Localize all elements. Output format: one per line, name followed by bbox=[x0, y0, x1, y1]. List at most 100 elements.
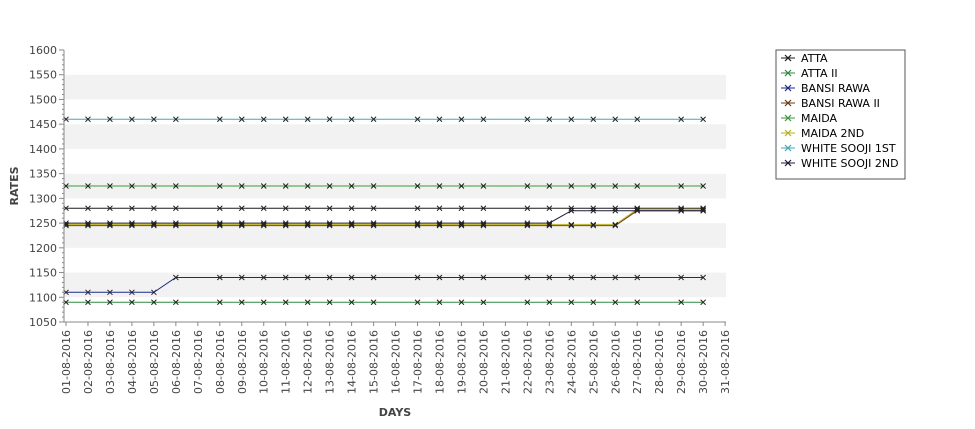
legend-item: MAIDA 2ND bbox=[781, 127, 864, 140]
x-tick-label: 01-08-2016 bbox=[60, 330, 73, 394]
data-point bbox=[678, 205, 685, 212]
data-point bbox=[678, 183, 685, 189]
data-point bbox=[282, 274, 289, 281]
data-point bbox=[414, 116, 421, 123]
data-point bbox=[700, 205, 706, 212]
data-point bbox=[151, 116, 157, 123]
data-point bbox=[612, 221, 619, 228]
x-tick-label: 19-08-2016 bbox=[455, 330, 468, 394]
data-point bbox=[458, 299, 465, 306]
data-point bbox=[678, 206, 685, 213]
data-point bbox=[129, 205, 135, 212]
y-tick-label: 1350 bbox=[29, 168, 57, 181]
data-point bbox=[151, 299, 157, 306]
legend-box bbox=[775, 49, 906, 180]
data-point bbox=[480, 205, 487, 212]
data-point bbox=[151, 221, 157, 228]
data-point bbox=[85, 222, 91, 229]
data-point bbox=[414, 299, 421, 306]
data-point bbox=[238, 221, 245, 228]
x-tick-label: 06-08-2016 bbox=[170, 330, 183, 394]
legend-label: ATTA II bbox=[801, 67, 838, 80]
series-lines bbox=[66, 118, 704, 303]
data-point bbox=[436, 222, 443, 229]
data-point bbox=[590, 299, 597, 306]
x-axis-label: DAYS bbox=[379, 406, 412, 419]
data-point bbox=[634, 206, 641, 213]
data-point bbox=[260, 220, 267, 226]
grid-band bbox=[64, 99, 726, 125]
data-point bbox=[172, 221, 179, 228]
x-tick-label: 17-08-2016 bbox=[412, 330, 425, 394]
data-point bbox=[612, 299, 619, 306]
data-point bbox=[480, 222, 487, 229]
data-point bbox=[216, 205, 223, 212]
data-point bbox=[216, 299, 223, 306]
data-point bbox=[568, 183, 575, 189]
data-point bbox=[326, 220, 333, 226]
data-point bbox=[568, 116, 575, 123]
data-point bbox=[370, 205, 377, 212]
data-point bbox=[414, 183, 421, 189]
data-point bbox=[216, 116, 223, 123]
x-tick-label: 13-08-2016 bbox=[324, 330, 337, 394]
data-point bbox=[436, 183, 443, 189]
data-point bbox=[107, 205, 113, 212]
data-point bbox=[238, 183, 245, 189]
data-point bbox=[414, 274, 421, 281]
data-point bbox=[700, 274, 706, 281]
legend-item: ATTA II bbox=[781, 67, 838, 80]
data-point bbox=[304, 205, 311, 212]
data-point bbox=[260, 299, 267, 306]
data-point bbox=[172, 205, 179, 212]
data-point bbox=[700, 206, 706, 213]
legend-item: WHITE SOOJI 1ST bbox=[781, 142, 896, 155]
data-point bbox=[436, 274, 443, 281]
data-point bbox=[85, 299, 91, 306]
x-tick-label: 22-08-2016 bbox=[521, 330, 534, 394]
data-point bbox=[568, 274, 575, 281]
data-point bbox=[326, 183, 333, 189]
x-tick-label: 26-08-2016 bbox=[609, 330, 622, 394]
data-point bbox=[370, 183, 377, 189]
data-point bbox=[590, 222, 597, 229]
data-point bbox=[282, 205, 289, 212]
data-point bbox=[370, 221, 377, 228]
x-tick-label: 23-08-2016 bbox=[543, 330, 556, 394]
legend-item: MAIDA bbox=[781, 112, 838, 125]
data-point bbox=[546, 299, 553, 306]
data-point bbox=[524, 299, 531, 306]
data-point bbox=[458, 274, 465, 281]
data-point bbox=[524, 183, 531, 189]
y-tick-label: 1200 bbox=[29, 242, 57, 255]
data-point bbox=[129, 220, 135, 226]
data-point bbox=[326, 221, 333, 228]
legend-label: ATTA bbox=[801, 52, 828, 65]
x-tick-label: 10-08-2016 bbox=[258, 330, 271, 394]
series-markers bbox=[63, 116, 706, 306]
data-point bbox=[304, 222, 311, 229]
data-point bbox=[260, 183, 267, 189]
data-point bbox=[458, 205, 465, 212]
data-point bbox=[151, 220, 157, 226]
grid-band bbox=[64, 50, 726, 75]
data-point bbox=[678, 274, 685, 281]
legend-item: BANSI RAWA II bbox=[781, 97, 880, 110]
y-tick-label: 1550 bbox=[29, 69, 57, 82]
legend-label: MAIDA bbox=[801, 112, 838, 125]
data-point bbox=[304, 183, 311, 189]
y-tick-label: 1050 bbox=[29, 316, 57, 329]
data-point bbox=[348, 222, 355, 229]
x-tick-label: 07-08-2016 bbox=[192, 330, 205, 394]
data-point bbox=[238, 220, 245, 226]
data-point bbox=[107, 299, 113, 306]
x-tick-label: 16-08-2016 bbox=[390, 330, 403, 394]
data-point bbox=[107, 183, 113, 189]
data-point bbox=[436, 205, 443, 212]
legend-label: WHITE SOOJI 2ND bbox=[801, 157, 899, 170]
y-tick-label: 1600 bbox=[29, 44, 57, 57]
legend: ATTA ATTA II BANSI RAWA BANSI RAWA II MAIDA M… bbox=[775, 49, 906, 180]
data-point bbox=[590, 205, 597, 212]
data-point bbox=[546, 220, 553, 226]
